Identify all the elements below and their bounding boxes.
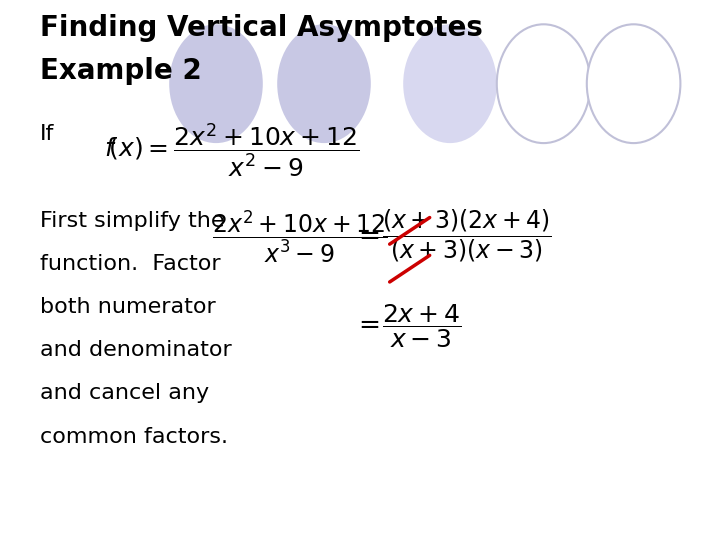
Text: First simplify the: First simplify the xyxy=(40,211,224,231)
Ellipse shape xyxy=(403,24,497,143)
Text: If: If xyxy=(40,124,54,144)
Text: $\dfrac{2x+4}{x-3}$: $\dfrac{2x+4}{x-3}$ xyxy=(382,302,461,350)
Text: $=$: $=$ xyxy=(353,311,379,337)
Ellipse shape xyxy=(169,24,263,143)
Ellipse shape xyxy=(277,24,371,143)
Text: $=$: $=$ xyxy=(353,222,379,248)
Text: and denominator: and denominator xyxy=(40,340,231,360)
Ellipse shape xyxy=(497,24,590,143)
Text: function.  Factor: function. Factor xyxy=(40,254,220,274)
Text: $\dfrac{2x^2+10x+12}{x^3-9}$: $\dfrac{2x^2+10x+12}{x^3-9}$ xyxy=(212,208,388,265)
Ellipse shape xyxy=(587,24,680,143)
Text: and cancel any: and cancel any xyxy=(40,383,209,403)
Text: $f\!\left(x\right)=\dfrac{2x^2+10x+12}{x^2-9}$: $f\!\left(x\right)=\dfrac{2x^2+10x+12}{x… xyxy=(104,122,359,179)
Text: Finding Vertical Asymptotes: Finding Vertical Asymptotes xyxy=(40,14,482,42)
Text: $\dfrac{(x+3)(2x+4)}{(x+3)(x-3)}$: $\dfrac{(x+3)(2x+4)}{(x+3)(x-3)}$ xyxy=(382,208,552,264)
Text: common factors.: common factors. xyxy=(40,427,228,447)
Text: Example 2: Example 2 xyxy=(40,57,202,85)
Text: both numerator: both numerator xyxy=(40,297,215,317)
